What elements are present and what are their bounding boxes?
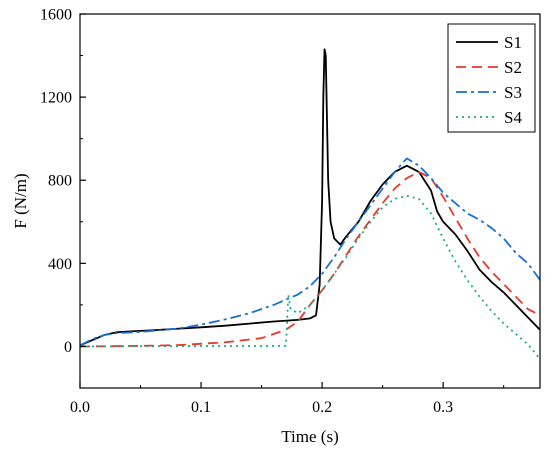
y-axis-title: F (N/m) — [11, 173, 30, 228]
series-line-s4 — [80, 194, 540, 360]
y-tick-label: 800 — [48, 173, 72, 190]
legend-label-s1: S1 — [504, 33, 522, 52]
x-tick-label: 0.0 — [70, 399, 90, 416]
series-line-s3 — [80, 157, 540, 347]
y-tick-label: 1600 — [40, 7, 72, 24]
x-axis-title: Time (s) — [281, 427, 338, 446]
y-tick-label: 0 — [64, 339, 72, 356]
legend-label-s4: S4 — [504, 108, 522, 127]
x-tick-label: 0.2 — [312, 399, 332, 416]
series-line-s2 — [80, 171, 540, 348]
plot-frame — [79, 13, 541, 389]
legend-label-s3: S3 — [504, 83, 522, 102]
x-tick-label: 0.1 — [191, 399, 211, 416]
legend-label-s2: S2 — [504, 58, 522, 77]
series-line-s1 — [80, 48, 540, 347]
x-tick-label: 0.3 — [433, 399, 453, 416]
y-tick-label: 1200 — [40, 90, 72, 107]
y-tick-label: 400 — [48, 256, 72, 273]
